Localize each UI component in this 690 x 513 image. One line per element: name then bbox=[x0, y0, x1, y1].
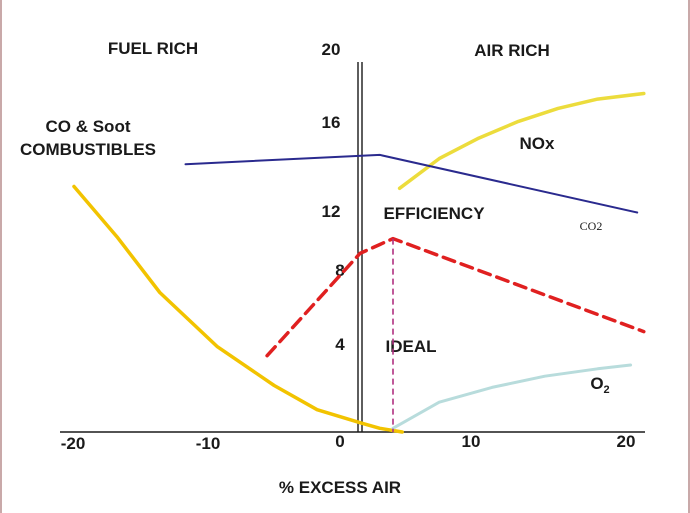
y-tick-label-8: 8 bbox=[335, 261, 344, 280]
left-frame-border bbox=[0, 0, 2, 513]
x-tick-label-20: 20 bbox=[617, 432, 636, 451]
nox-label: NOx bbox=[520, 134, 556, 153]
co2-label: CO2 bbox=[580, 219, 603, 233]
y-tick-label-16: 16 bbox=[322, 113, 341, 132]
combustibles-label-line2: COMBUSTIBLES bbox=[20, 140, 156, 159]
y-tick-label-20: 20 bbox=[322, 40, 341, 59]
y-tick-label-4: 4 bbox=[335, 335, 345, 354]
x-axis-title: % EXCESS AIR bbox=[279, 478, 401, 497]
efficiency-line bbox=[265, 236, 646, 358]
ideal-label: IDEAL bbox=[386, 337, 437, 356]
x-tick-label-10: 10 bbox=[462, 432, 481, 451]
combustibles-label-line1: CO & Soot bbox=[46, 117, 131, 136]
fuel-rich-label: FUEL RICH bbox=[108, 39, 198, 58]
o2-label: O2 bbox=[590, 374, 609, 396]
combustibles-line bbox=[72, 184, 404, 434]
o2-line bbox=[391, 363, 633, 430]
air-rich-label: AIR RICH bbox=[474, 41, 550, 60]
co2-line bbox=[184, 153, 639, 214]
x-tick-label-0: 0 bbox=[335, 432, 344, 451]
right-frame-border bbox=[688, 0, 690, 513]
x-tick-label-minus-20: -20 bbox=[61, 434, 86, 453]
y-tick-label-12: 12 bbox=[322, 202, 341, 221]
series-layer bbox=[72, 91, 646, 434]
efficiency-label: EFFICIENCY bbox=[383, 204, 485, 223]
nox-line bbox=[397, 91, 646, 191]
x-tick-label-minus-10: -10 bbox=[196, 434, 221, 453]
